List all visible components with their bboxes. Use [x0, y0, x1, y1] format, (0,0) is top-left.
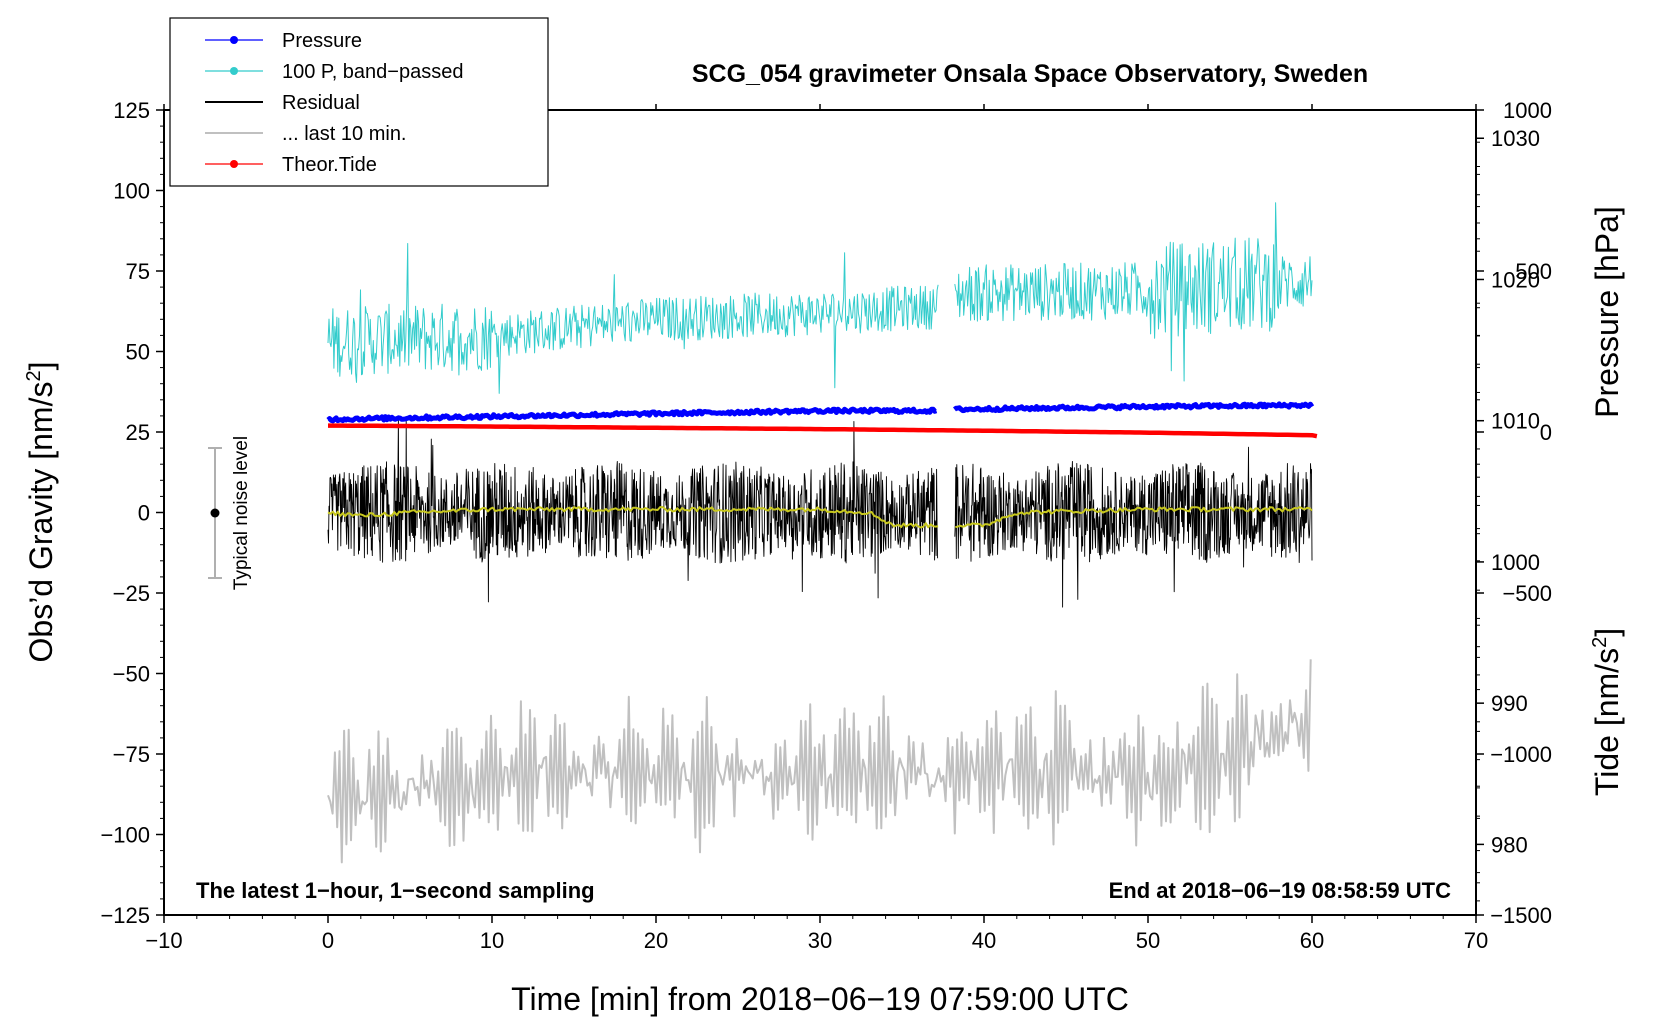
tide-axis-label-main: Tide [nm/s — [1589, 648, 1625, 796]
tide-axis-ticks: 1000 500 0 −500 −1000 −1500 — [1476, 98, 1552, 928]
chart-title: SCG_054 gravimeter Onsala Space Observat… — [692, 60, 1368, 88]
pressure-tick-label-1: 1020 — [1491, 267, 1540, 292]
y-tick-label-9: −100 — [100, 823, 150, 848]
band-passed-line-segment-2 — [954, 202, 1313, 382]
last-10-min-line-segment-1 — [327, 659, 1312, 864]
x-tick-label-5: 40 — [972, 928, 996, 953]
residual-line-segment-2 — [954, 446, 1313, 608]
legend-marker-2 — [230, 67, 238, 75]
x-axis-ticks: −10 0 10 20 30 40 50 60 70 — [145, 104, 1488, 953]
pressure-line-segment-1 — [326, 406, 938, 424]
pressure-tick-label-2: 1010 — [1491, 409, 1540, 434]
theoretical-tide-line-segment-1 — [328, 423, 1318, 439]
x-tick-label-3: 20 — [644, 928, 668, 953]
y-tick-label-6: −25 — [113, 581, 150, 606]
legend: Pressure 100 P, band−passed Residual ... la… — [169, 17, 549, 187]
legend-label-1: Pressure — [282, 30, 362, 52]
legend-label-5: Theor.Tide — [282, 154, 377, 176]
residual-smoothed-line-segment-2 — [955, 506, 1313, 529]
y-tick-label-1: 100 — [113, 179, 150, 204]
y-axis-label-sup: 2 — [23, 370, 45, 381]
y-axis-label-end: ] — [23, 362, 59, 371]
noise-center-dot — [210, 508, 220, 518]
y-tick-label-4: 25 — [126, 420, 150, 445]
x-tick-label-8: 70 — [1464, 928, 1488, 953]
pressure-tick-label-0: 1030 — [1491, 126, 1540, 151]
x-tick-label-6: 50 — [1136, 928, 1160, 953]
theoretical-tide-series — [328, 423, 1318, 439]
tide-tick-label-5: −1500 — [1490, 903, 1552, 928]
band-passed-line-segment-1 — [327, 243, 939, 394]
tide-tick-label-4: −1000 — [1490, 742, 1552, 767]
pressure-series — [326, 401, 1315, 424]
legend-marker-1 — [230, 36, 238, 44]
legend-label-3: Residual — [282, 92, 360, 114]
pressure-line-segment-2 — [953, 401, 1315, 414]
pressure-tick-label-5: 980 — [1491, 832, 1528, 857]
tide-tick-label-3: −500 — [1502, 581, 1552, 606]
x-tick-label-1: 0 — [322, 928, 334, 953]
x-axis-label: Time [min] from 2018−06−19 07:59:00 UTC — [511, 981, 1129, 1017]
footer-left: The latest 1−hour, 1−second sampling — [196, 878, 595, 903]
residual-series — [327, 416, 1313, 608]
y-tick-label-3: 50 — [126, 340, 150, 365]
residual-smoothed-series — [327, 506, 1313, 529]
band-passed-pressure-series — [327, 202, 1313, 394]
tide-tick-label-0: 1000 — [1503, 98, 1552, 123]
x-tick-label-2: 10 — [480, 928, 504, 953]
pressure-axis-label: Pressure [hPa] — [1589, 206, 1625, 418]
tide-tick-label-1: 500 — [1515, 259, 1552, 284]
y-axis-label-main: Obs’d Gravity [nm/s — [23, 382, 59, 663]
x-tick-label-0: −10 — [145, 928, 182, 953]
y-tick-label-2: 75 — [126, 259, 150, 284]
y-tick-label-5: 0 — [138, 501, 150, 526]
tide-axis-label-sup: 2 — [1589, 637, 1611, 648]
tide-tick-label-2: 0 — [1540, 420, 1552, 445]
last-10-min-series — [327, 659, 1312, 864]
y-axis-ticks: 125 100 75 50 25 0 −25 −50 −75 −100 −125 — [100, 98, 164, 928]
residual-line-segment-1 — [327, 416, 939, 603]
tide-axis-label-end: ] — [1589, 628, 1625, 637]
x-tick-label-4: 30 — [808, 928, 832, 953]
legend-marker-5 — [230, 160, 238, 168]
noise-level-label: Typical noise level — [231, 436, 252, 590]
footer-right: End at 2018−06−19 08:58:59 UTC — [1109, 878, 1452, 903]
y-tick-label-0: 125 — [113, 98, 150, 123]
y-axis-label: Obs’d Gravity [nm/s2] — [23, 362, 59, 663]
y-tick-label-7: −50 — [113, 662, 150, 687]
y-tick-label-10: −125 — [100, 903, 150, 928]
pressure-tick-label-3: 1000 — [1491, 550, 1540, 575]
x-tick-label-7: 60 — [1300, 928, 1324, 953]
legend-label-2: 100 P, band−passed — [282, 61, 463, 83]
pressure-axis-ticks: 1030 1020 1010 1000 990 980 — [1476, 109, 1540, 902]
y-tick-label-8: −75 — [113, 742, 150, 767]
legend-label-4: ... last 10 min. — [282, 123, 407, 145]
residual-smoothed-line-segment-1 — [327, 506, 939, 529]
tide-axis-label: Tide [nm/s2] — [1589, 628, 1625, 796]
noise-level-marker: Typical noise level — [208, 436, 252, 590]
pressure-tick-label-4: 990 — [1491, 691, 1528, 716]
